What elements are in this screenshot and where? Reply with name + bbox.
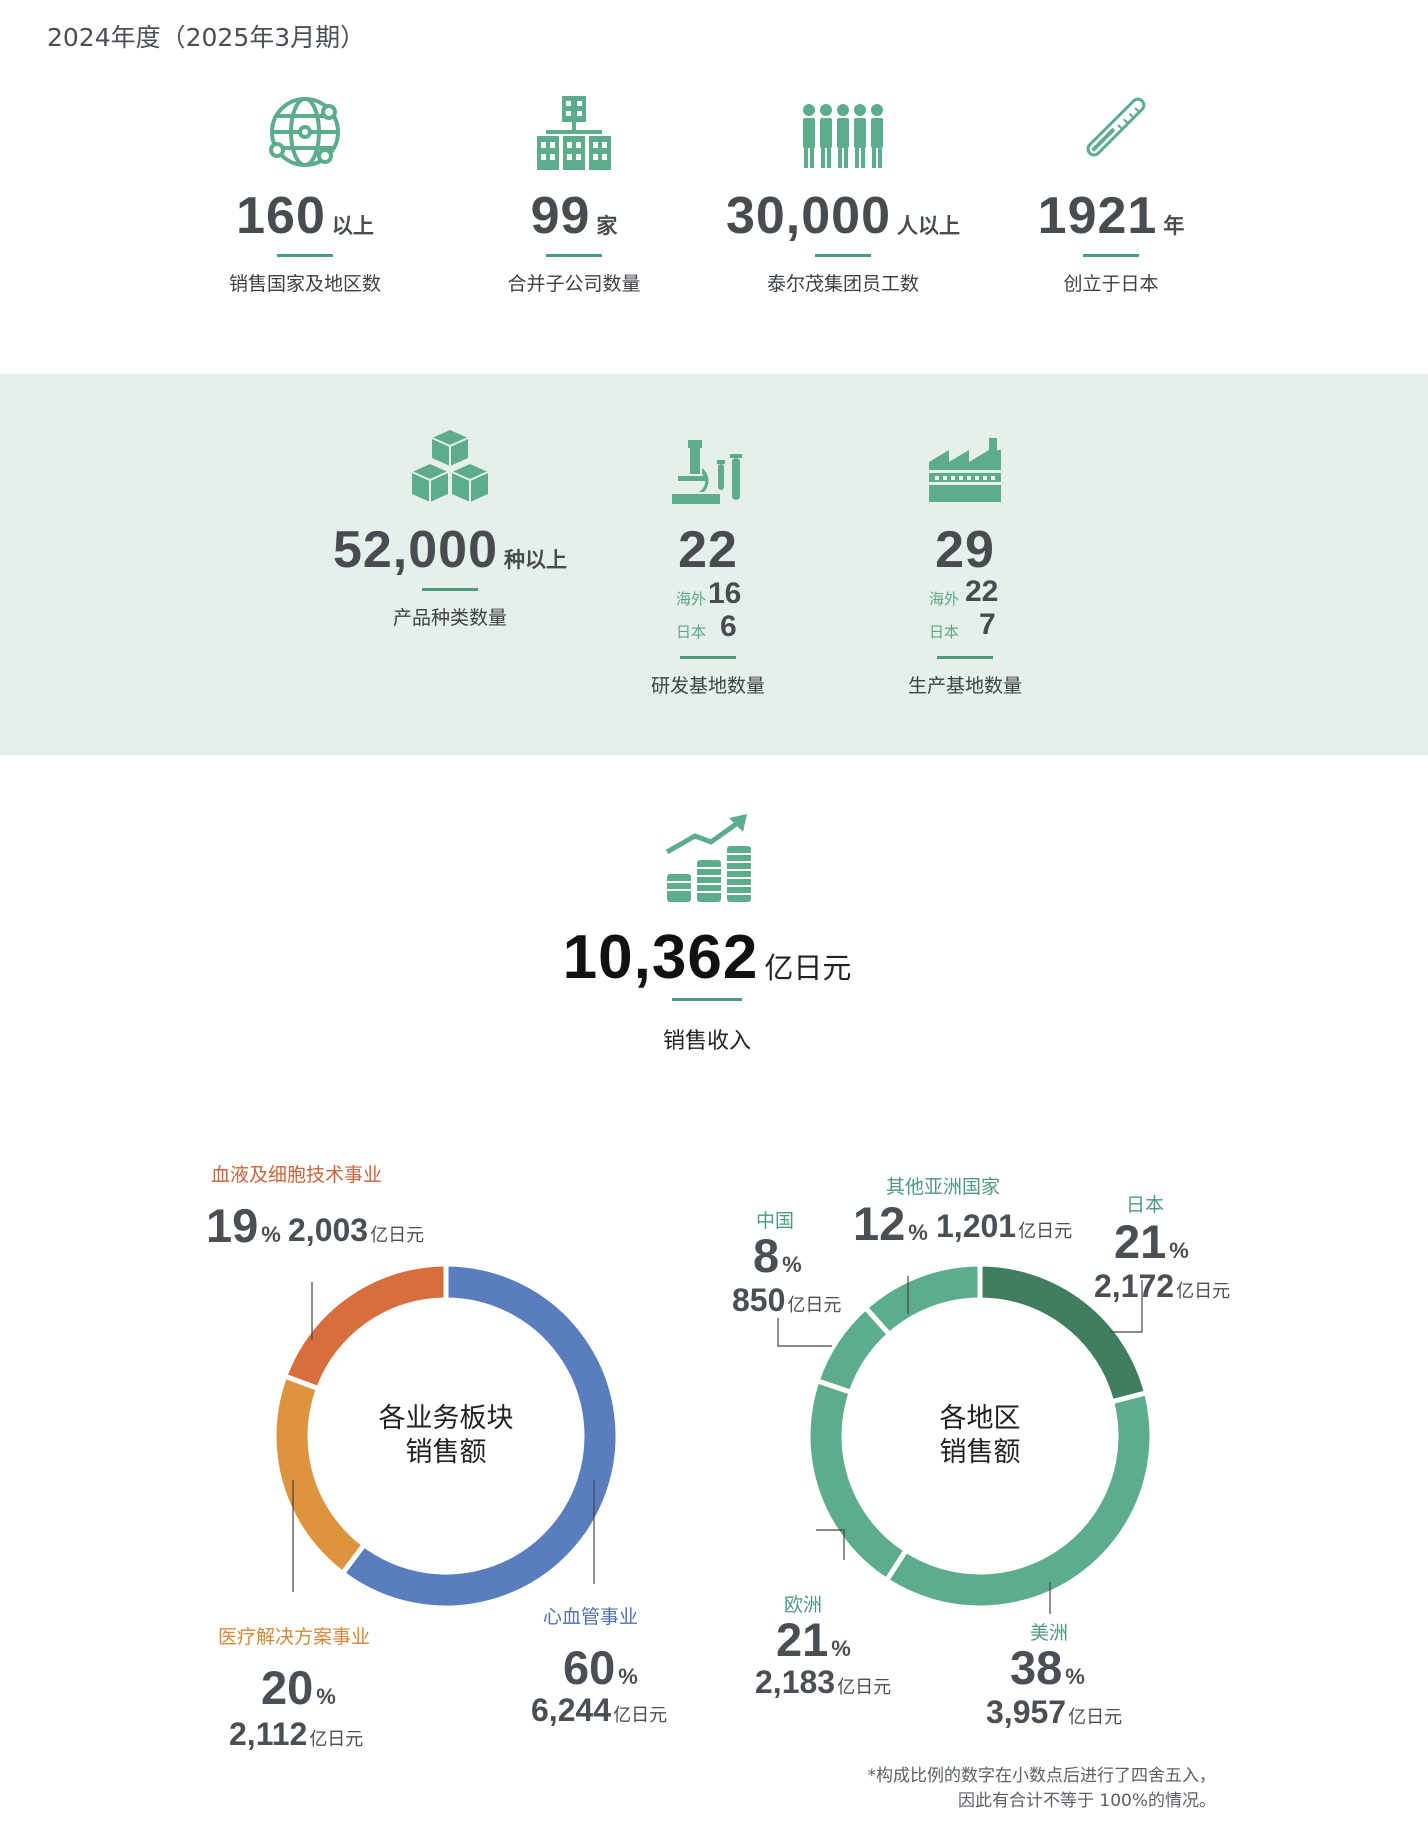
- boxes-icon: [310, 420, 590, 506]
- slice-label-china: 中国: [756, 1210, 795, 1232]
- slice-percent-japan: 21%: [1114, 1215, 1189, 1268]
- stat-subsidiaries: 99 家 合并子公司数量: [434, 82, 714, 296]
- slice-label-other-asia: 其他亚洲国家: [886, 1176, 1001, 1198]
- slice-amount-other-asia: 1,201 亿日元: [936, 1208, 1073, 1244]
- slice-percent-china: 8%: [753, 1229, 802, 1282]
- stat-production: 29: [825, 420, 1105, 582]
- footnote: *构成比例的数字在小数点后进行了四舍五入， 因此有合计不等于 100%的情况。: [867, 1766, 1217, 1811]
- business-slice-0: [338, 1261, 621, 1611]
- slice-amount-europe: 2,183 亿日元: [755, 1664, 892, 1700]
- slice-percent-europe: 21%: [776, 1613, 851, 1666]
- stat-countries: 160 以上 销售国家及地区数: [165, 82, 445, 296]
- stat-employees: 30,000 人以上 泰尔茂集团员工数: [703, 82, 983, 296]
- production-label: 生产基地数量: [907, 675, 1022, 697]
- slice-percent-other-asia: 12%: [853, 1197, 928, 1250]
- slice-percent-cardio: 60%: [563, 1641, 638, 1694]
- period-title: 2024年度（2025年3月期）: [47, 23, 366, 52]
- people-group-icon: [703, 82, 983, 172]
- region-slice-4: [862, 1261, 983, 1339]
- thermometer-icon: [971, 82, 1251, 172]
- slice-percent-americas: 38%: [1010, 1641, 1085, 1694]
- slice-label-blood: 血液及细胞技术事业: [211, 1164, 383, 1186]
- business-chart-center: 各业务板块 销售额: [378, 1403, 514, 1468]
- stat-founded: 1921 年 创立于日本: [971, 82, 1251, 296]
- building-hierarchy-icon: [434, 82, 714, 172]
- factory-icon: [825, 420, 1105, 506]
- slice-amount-americas: 3,957 亿日元: [986, 1694, 1123, 1730]
- donut-charts: [271, 1261, 1155, 1614]
- business-slice-2: [281, 1261, 449, 1392]
- slice-amount-medical: 2,112 亿日元: [229, 1716, 364, 1752]
- slice-label-europe: 欧洲: [784, 1594, 823, 1616]
- slice-percent-medical: 20%: [261, 1661, 336, 1714]
- slice-amount-cardio: 6,244 亿日元: [531, 1692, 668, 1728]
- stats-band: [0, 374, 1428, 755]
- slice-amount-china: 850 亿日元: [732, 1282, 842, 1318]
- region-chart-center: 各地区 销售额: [939, 1403, 1021, 1468]
- slice-label-cardio: 心血管事业: [543, 1606, 639, 1628]
- stat-revenue: 10,362 亿日元 销售收入: [557, 812, 857, 1055]
- growth-coins-icon: [557, 812, 857, 904]
- slice-percent-blood: 19%: [206, 1199, 281, 1252]
- microscope-icon: [568, 420, 848, 506]
- slice-label-japan: 日本: [1126, 1194, 1165, 1216]
- slice-label-medical: 医疗解决方案事业: [218, 1626, 371, 1648]
- slice-label-americas: 美洲: [1030, 1622, 1069, 1644]
- slice-amount-blood: 2,003 亿日元: [288, 1212, 425, 1248]
- stat-products: 52,000 种以上 产品种类数量: [310, 420, 590, 630]
- stat-rd: 22: [568, 420, 848, 582]
- slice-amount-japan: 2,172 亿日元: [1094, 1268, 1231, 1304]
- globe-icon: [165, 82, 445, 172]
- rd-label: 研发基地数量: [650, 675, 765, 697]
